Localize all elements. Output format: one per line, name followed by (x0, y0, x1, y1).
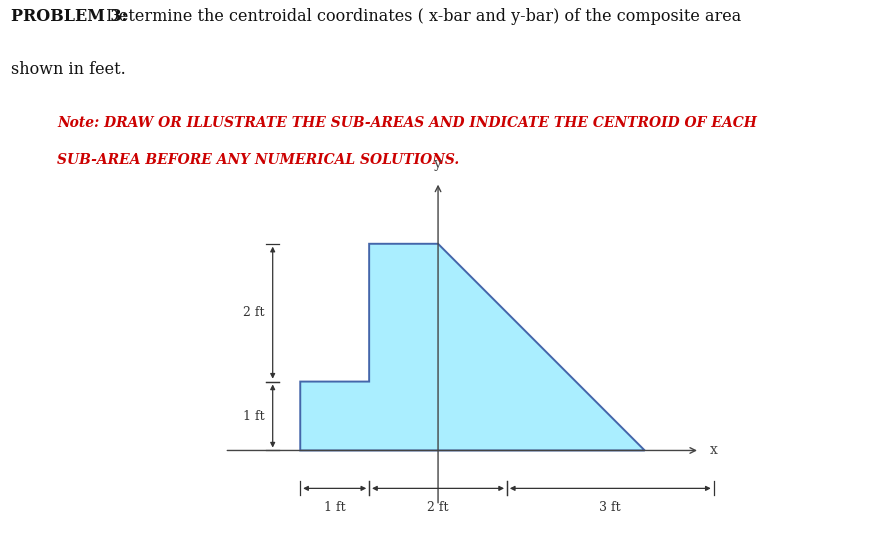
Text: 2 ft: 2 ft (427, 501, 449, 514)
Text: SUB-AREA BEFORE ANY NUMERICAL SOLUTIONS.: SUB-AREA BEFORE ANY NUMERICAL SOLUTIONS. (57, 153, 459, 167)
Text: Note: DRAW OR ILLUSTRATE THE SUB-AREAS AND INDICATE THE CENTROID OF EACH: Note: DRAW OR ILLUSTRATE THE SUB-AREAS A… (57, 116, 757, 130)
Text: 1 ft: 1 ft (324, 501, 346, 514)
Text: 3 ft: 3 ft (599, 501, 621, 514)
Text: y: y (434, 157, 442, 171)
Text: x: x (710, 444, 718, 458)
Text: Determine the centroidal coordinates ( x-bar and y-bar) of the composite area: Determine the centroidal coordinates ( x… (101, 8, 741, 25)
Text: 2 ft: 2 ft (243, 306, 264, 319)
Polygon shape (300, 244, 645, 451)
Text: PROBLEM 3:: PROBLEM 3: (11, 8, 128, 25)
Text: shown in feet.: shown in feet. (11, 61, 126, 78)
Text: 1 ft: 1 ft (242, 410, 264, 423)
